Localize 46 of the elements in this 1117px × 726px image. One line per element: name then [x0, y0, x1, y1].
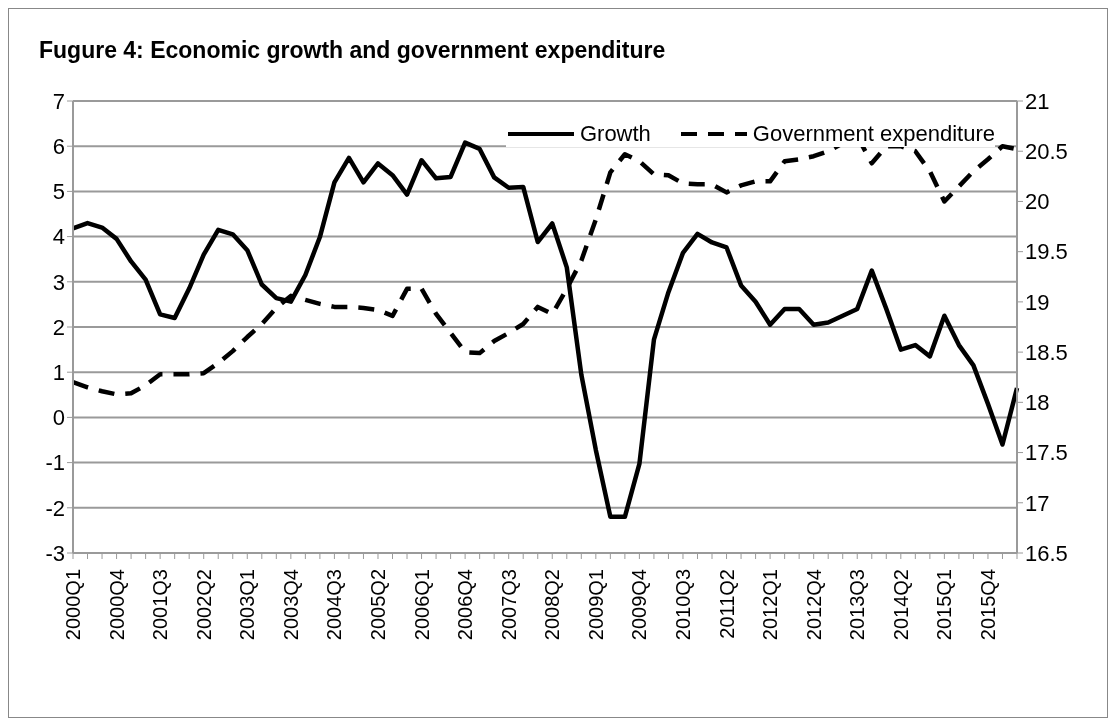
y2-tick-label: 19.5	[1025, 239, 1068, 265]
chart-title: Fugure 4: Economic growth and government expenditure	[39, 37, 666, 64]
y-tick-label: 2	[52, 314, 65, 340]
y2-tick-label: 21	[1025, 88, 1050, 114]
x-tick-label: 2005Q2	[366, 569, 389, 641]
y2-tick-label: 19	[1025, 289, 1050, 315]
y2-tick-label: 17	[1025, 490, 1050, 516]
x-tick-label: 2000Q1	[62, 569, 84, 641]
x-tick-label: 2004Q3	[323, 569, 346, 641]
x-tick-label: 2012Q4	[802, 569, 825, 641]
x-tick-label: 2006Q4	[454, 569, 477, 641]
legend-label: Government expenditure	[752, 121, 995, 147]
y2-tick-label: 20.5	[1025, 139, 1068, 165]
x-tick-label: 2010Q3	[671, 569, 694, 641]
x-tick-label: 2002Q2	[192, 569, 215, 641]
y-tick-label: 1	[52, 360, 65, 386]
x-tick-label: 2009Q1	[584, 569, 607, 641]
y2-tick-label: 16.5	[1025, 540, 1068, 566]
x-tick-label: 2003Q1	[236, 569, 259, 641]
y2-tick-label: 17.5	[1025, 440, 1068, 466]
x-tick-label: 2006Q1	[410, 569, 433, 641]
x-tick-label: 2008Q2	[541, 569, 564, 641]
y-tick-label: 3	[52, 269, 65, 295]
x-tick-label: 2012Q1	[759, 569, 782, 641]
y2-tick-label: 18	[1025, 390, 1050, 416]
y-tick-label: 5	[52, 179, 65, 205]
x-tick-label: 2000Q4	[105, 569, 128, 641]
x-tick-label: 2001Q3	[149, 569, 172, 641]
x-tick-label: 2013Q3	[846, 569, 869, 641]
y2-tick-label: 18.5	[1025, 339, 1068, 365]
x-tick-label: 2003Q4	[279, 569, 302, 641]
x-tick-label: 2015Q1	[933, 569, 956, 641]
x-tick-label: 2011Q2	[715, 569, 738, 639]
y-tick-label: 7	[52, 88, 65, 114]
y-tick-label: -1	[45, 450, 65, 476]
x-tick-label: 2007Q3	[497, 569, 520, 641]
y-tick-label: -2	[45, 495, 65, 521]
y-tick-label: 6	[52, 134, 65, 160]
x-tick-label: 2014Q2	[889, 569, 912, 641]
y-tick-label: 0	[52, 405, 65, 431]
y2-tick-label: 20	[1025, 189, 1050, 215]
y-tick-label: -3	[45, 540, 65, 566]
y-tick-label: 4	[52, 224, 65, 250]
x-tick-label: 2009Q4	[628, 569, 651, 641]
legend-label: Growth	[579, 121, 651, 147]
x-tick-label: 2015Q4	[976, 569, 999, 641]
